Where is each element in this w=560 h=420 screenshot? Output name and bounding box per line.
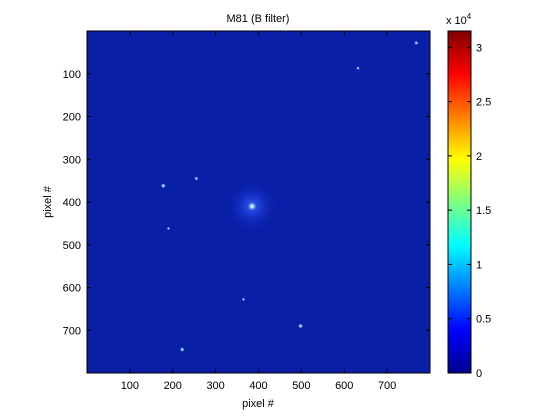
y-tick-label: 200	[63, 112, 81, 124]
star-point	[179, 346, 185, 353]
colorbar-tick-label: 2.5	[476, 97, 491, 109]
y-tick-label: 500	[63, 240, 81, 252]
star-point	[413, 40, 419, 46]
colorbar-tick-label: 0	[476, 368, 482, 380]
colorbar-multiplier: x 104	[446, 12, 472, 27]
star-point	[297, 323, 304, 329]
star-point	[356, 66, 360, 71]
colorbar-ticks: 0 0.5 1 1.5 2 2.5 3	[448, 42, 491, 380]
x-tick-label: 200	[164, 380, 182, 392]
colorbar-multiplier-exponent: 4	[467, 12, 472, 21]
x-axis: 100 200 300 400 500 600 700	[121, 31, 396, 392]
y-axis-label: pixel #	[42, 185, 54, 218]
x-tick-label: 400	[249, 380, 267, 392]
y-tick-label: 400	[63, 197, 81, 209]
y-tick-label: 300	[63, 154, 81, 166]
star-point	[241, 297, 246, 302]
x-tick-label: 700	[378, 380, 396, 392]
star-point	[160, 183, 167, 189]
y-axis: 100 200 300 400 500 600 700	[63, 69, 430, 337]
chart-title: M81 (B filter)	[227, 13, 290, 25]
colorbar-tick-label: 0.5	[476, 314, 491, 326]
star-point	[166, 226, 171, 231]
y-tick-label: 100	[63, 69, 81, 81]
x-tick-label: 100	[121, 380, 139, 392]
x-tick-label: 500	[292, 380, 310, 392]
colorbar	[447, 30, 472, 374]
colorbar-tick-label: 3	[476, 42, 482, 54]
colorbar-tick-label: 1.5	[476, 205, 491, 217]
x-tick-label: 600	[335, 380, 353, 392]
colorbar-tick-label: 1	[476, 259, 482, 271]
x-axis-label: pixel #	[242, 398, 275, 410]
y-tick-label: 600	[63, 283, 81, 295]
y-tick-label: 700	[63, 325, 81, 337]
galaxy-core	[247, 201, 258, 212]
x-tick-label: 300	[206, 380, 224, 392]
star-point	[194, 176, 199, 181]
colorbar-multiplier-base: x 10	[446, 15, 467, 27]
colorbar-tick-label: 2	[476, 151, 482, 163]
image-features	[160, 40, 419, 353]
